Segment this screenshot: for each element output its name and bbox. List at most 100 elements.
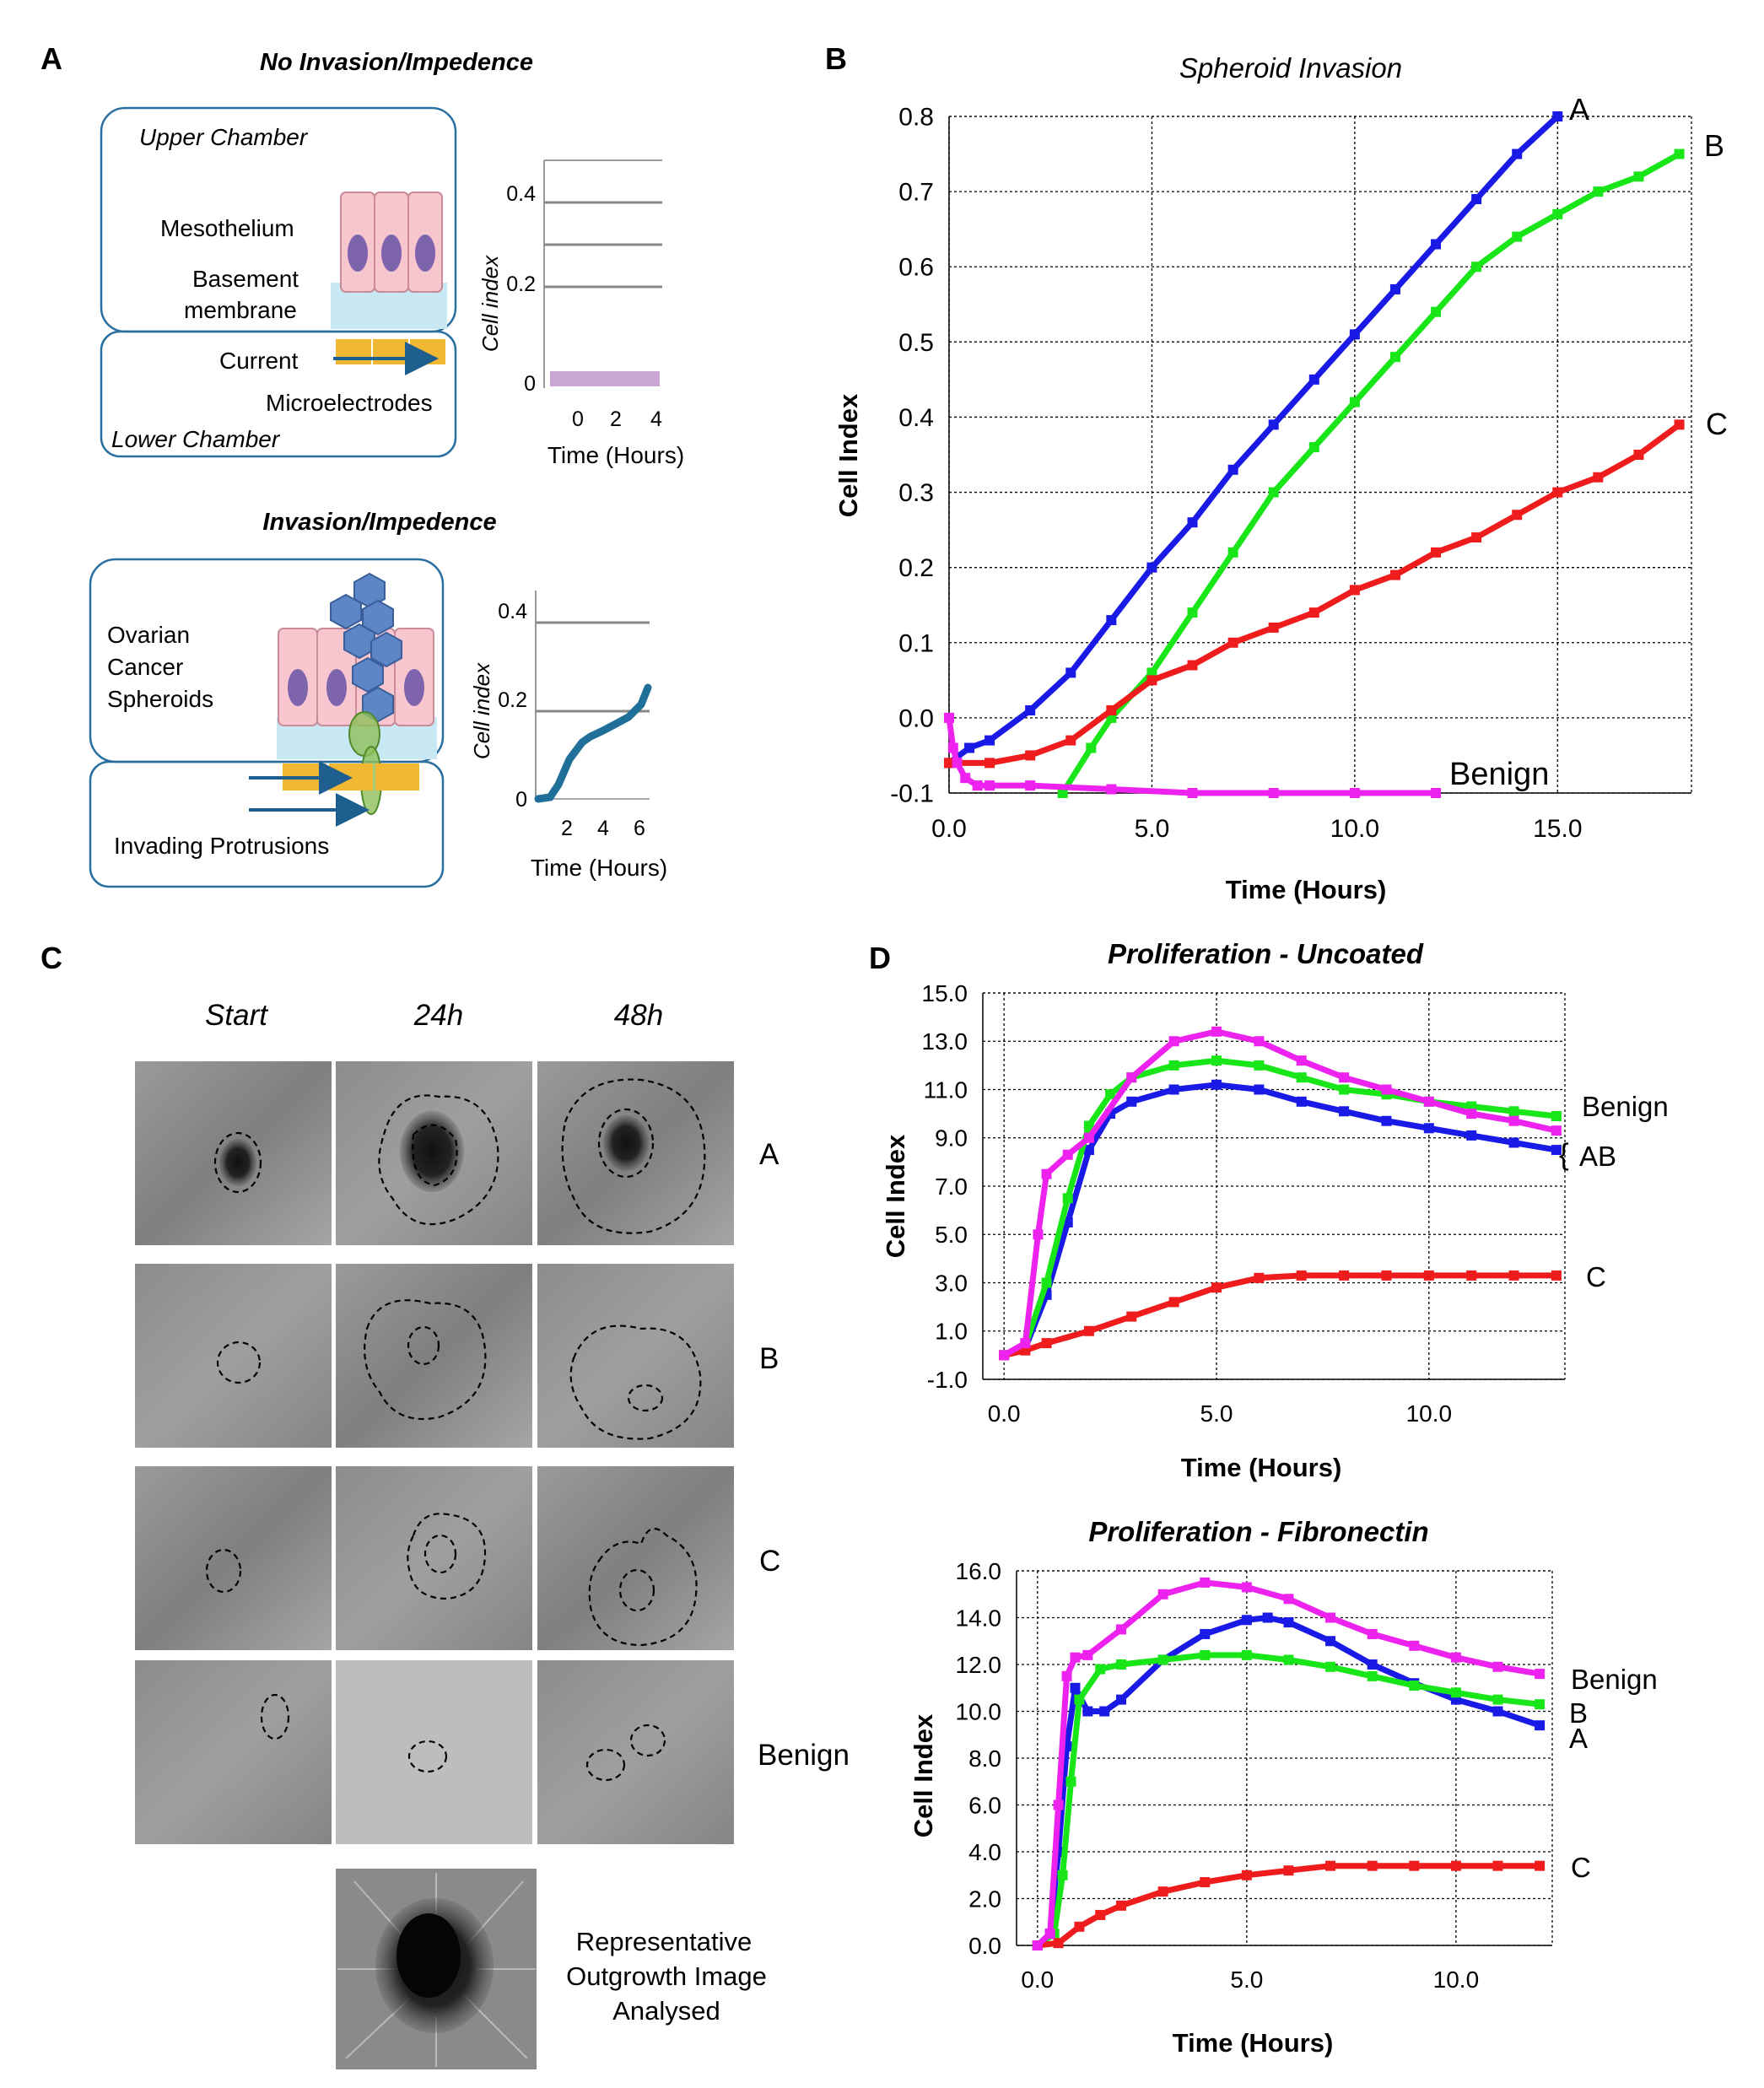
data-point-c — [1325, 1860, 1336, 1871]
data-point-c — [1633, 450, 1644, 460]
data-point-b — [1041, 1277, 1052, 1288]
data-point-a — [1381, 1115, 1392, 1126]
data-point-a — [1512, 148, 1523, 159]
invasion-trace — [534, 683, 652, 803]
data-point-a — [1099, 1706, 1110, 1717]
data-point-c — [1053, 1938, 1064, 1949]
data-point-benign — [952, 758, 963, 769]
x-tick-label: 10.0 — [1330, 815, 1379, 843]
x-axis-label: Time (Hours) — [1173, 2028, 1334, 2058]
data-point-c — [984, 758, 995, 769]
data-point-b — [1074, 1694, 1085, 1705]
data-point-benign — [1349, 788, 1360, 798]
mini-chart-invasion: 0.4 0.2 0 2 4 6 Time (Hours) Cell index — [469, 591, 667, 881]
data-point-c — [1535, 1860, 1546, 1871]
data-point-a — [1389, 283, 1400, 294]
data-point-benign — [1082, 1649, 1093, 1660]
data-point-benign — [1106, 784, 1117, 795]
y-tick-label: 0.4 — [898, 404, 934, 432]
data-point-benign — [1168, 1036, 1179, 1047]
annotation-c: C — [1706, 407, 1728, 441]
representative-label-2: Outgrowth Image — [566, 1961, 767, 1991]
micrograph — [537, 1660, 734, 1844]
data-point-c — [1116, 1900, 1127, 1911]
y-tick-label: 10.0 — [956, 1698, 1002, 1724]
data-point-a — [1070, 1682, 1081, 1693]
data-point-b — [1157, 1654, 1168, 1665]
micrograph — [135, 1466, 332, 1650]
data-point-a — [1551, 1145, 1562, 1156]
data-point-benign — [1053, 1799, 1064, 1810]
series-line-benign — [1034, 1579, 1543, 1949]
data-point-a — [1508, 1137, 1519, 1148]
y-tick-label: 11.0 — [924, 1076, 968, 1103]
data-point-benign — [1044, 1929, 1055, 1940]
data-point-benign — [944, 712, 954, 723]
y-tick-label: 5.0 — [935, 1222, 968, 1248]
data-point-benign — [1409, 1640, 1420, 1651]
data-point-b — [1116, 1659, 1127, 1670]
data-point-c — [1254, 1272, 1265, 1283]
x-tick-label: 5.0 — [1200, 1400, 1233, 1427]
data-point-c — [1308, 607, 1319, 618]
data-point-benign — [960, 773, 971, 784]
data-point-b — [1512, 231, 1523, 242]
y-tick-label: 13.0 — [922, 1028, 968, 1055]
data-point-b — [1492, 1694, 1503, 1705]
row-label-b: B — [759, 1342, 779, 1375]
data-point-benign — [1157, 1589, 1168, 1600]
data-point-c — [1339, 1270, 1350, 1281]
annotation-benign: Benign — [1449, 757, 1549, 792]
mesothelial-cell-icon — [340, 192, 443, 293]
annotation-a: A — [1569, 1723, 1588, 1754]
row-label-a: A — [759, 1138, 780, 1171]
data-point-c — [1283, 1865, 1294, 1876]
data-point-b — [1268, 487, 1279, 498]
data-point-benign — [1339, 1072, 1350, 1083]
mini-ylabel: Cell index — [469, 662, 494, 759]
representative-label-3: Analysed — [612, 1996, 720, 2026]
data-point-c — [1065, 735, 1076, 746]
data-point-b — [1409, 1680, 1420, 1691]
data-point-b — [1339, 1084, 1350, 1095]
microelectrodes-label: Microelectrodes — [266, 390, 433, 416]
panel-a: A No Invasion/Impedence Upper Chamber Me… — [40, 41, 684, 888]
series-line-b — [1034, 1652, 1543, 1949]
mini-xtick: 4 — [597, 817, 609, 840]
data-point-b — [1593, 186, 1604, 197]
chart-title: Proliferation - Uncoated — [1108, 938, 1424, 969]
data-point-benign — [1283, 1594, 1294, 1605]
data-point-benign — [1126, 1072, 1137, 1083]
data-point-benign — [1492, 1661, 1503, 1672]
data-point-benign — [947, 742, 958, 753]
data-point-a — [1146, 562, 1157, 573]
data-point-c — [1471, 532, 1482, 543]
mini-xtick: 4 — [650, 407, 662, 431]
mini-xtick: 2 — [561, 817, 573, 840]
data-point-benign — [1116, 1624, 1127, 1635]
x-tick-label: 5.0 — [1230, 1967, 1263, 1993]
data-point-b — [1062, 1193, 1073, 1204]
annotation-b: B — [1569, 1697, 1588, 1729]
data-point-b — [1254, 1060, 1265, 1071]
mini-xlabel: Time (Hours) — [531, 855, 667, 881]
data-point-a — [1339, 1106, 1350, 1117]
data-point-b — [1367, 1670, 1378, 1681]
annotation-bracket: { — [1559, 1138, 1569, 1171]
data-point-a — [1349, 329, 1360, 340]
series-line-c — [1034, 1863, 1543, 1949]
data-point-benign — [1200, 1577, 1211, 1588]
data-point-benign — [1466, 1109, 1477, 1120]
data-point-benign — [1211, 1026, 1222, 1037]
data-point-c — [1187, 660, 1198, 671]
data-point-b — [1308, 442, 1319, 453]
data-point-a — [1308, 374, 1319, 385]
mini-xtick: 2 — [610, 407, 622, 431]
data-point-a — [1083, 1145, 1094, 1156]
data-point-b — [1283, 1654, 1294, 1665]
data-point-c — [1126, 1311, 1137, 1322]
y-tick-label: 14.0 — [956, 1605, 1002, 1631]
x-tick-label: 10.0 — [1433, 1967, 1480, 1993]
data-point-c — [1095, 1909, 1106, 1920]
